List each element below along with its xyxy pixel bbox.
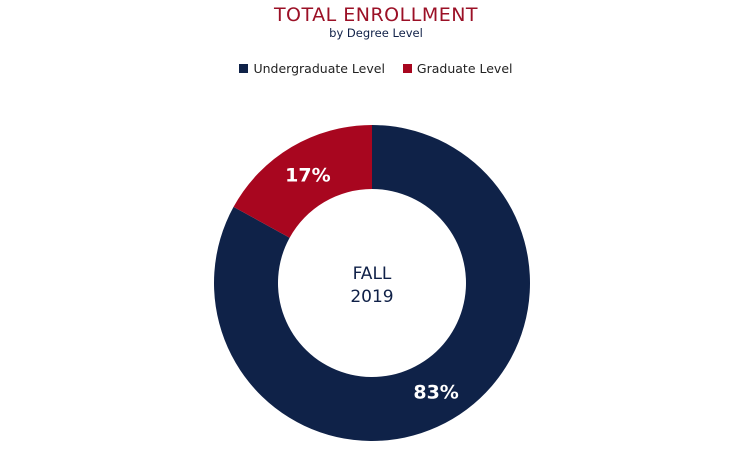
legend-label-graduate: Graduate Level xyxy=(416,61,513,76)
donut-slice-undergraduate-level[interactable] xyxy=(214,125,531,441)
donut-slices xyxy=(214,125,531,441)
legend-swatch-undergraduate xyxy=(239,64,249,73)
legend-item-undergraduate[interactable]: Undergraduate Level xyxy=(239,61,385,76)
legend-swatch-graduate xyxy=(402,64,412,73)
legend-item-graduate[interactable]: Graduate Level xyxy=(402,61,513,76)
donut-slice-labels: 83% 17% xyxy=(285,165,459,404)
slice-label-undergraduate-level: 83% xyxy=(413,382,458,404)
donut-slice-graduate-level[interactable] xyxy=(233,125,372,238)
chart-title: TOTAL ENROLLMENT xyxy=(273,4,479,26)
legend-label-undergraduate: Undergraduate Level xyxy=(253,61,385,76)
legend: Undergraduate Level Graduate Level xyxy=(0,61,752,76)
slice-label-graduate-level: 17% xyxy=(285,165,330,187)
chart-subtitle: by Degree Level xyxy=(329,26,423,40)
center-label-year: 2019 xyxy=(350,287,393,307)
center-label-fall: FALL xyxy=(353,264,392,284)
